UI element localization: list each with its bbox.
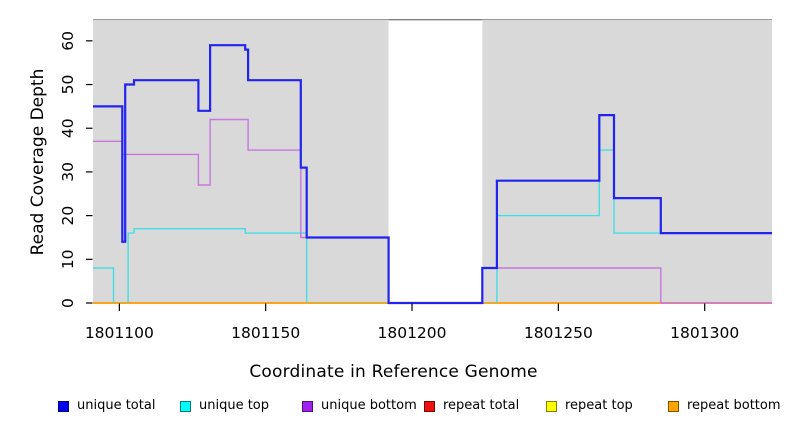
legend-item-repeat-bottom: repeat bottom	[668, 398, 781, 414]
legend-item-repeat-top: repeat top	[546, 398, 633, 414]
x-tick-label: 1801250	[524, 324, 593, 342]
legend-swatch-repeat-top-icon	[546, 400, 557, 412]
legend-label: unique total	[77, 398, 156, 413]
legend-swatch-repeat-total-icon	[424, 400, 435, 412]
plot-background-left	[93, 19, 389, 303]
legend-label: repeat bottom	[687, 398, 781, 413]
legend: unique total unique top unique bottom repea…	[0, 398, 792, 418]
y-tick-label: 20	[59, 206, 77, 226]
series-line-unique-total	[93, 44, 772, 305]
series-line-unique-bottom	[93, 118, 772, 304]
legend-label: repeat total	[443, 398, 520, 413]
x-tick-label: 1801100	[85, 324, 154, 342]
legend-item-unique-bottom: unique bottom	[302, 398, 417, 414]
legend-item-unique-top: unique top	[180, 398, 269, 414]
highlight-band	[388, 20, 483, 303]
legend-item-repeat-total: repeat total	[424, 398, 519, 414]
legend-label: unique bottom	[321, 398, 417, 413]
legend-swatch-unique-top-icon	[180, 400, 191, 412]
legend-item-unique-total: unique total	[58, 398, 155, 414]
y-tick-label: 60	[59, 31, 77, 51]
y-tick-label: 40	[59, 118, 77, 138]
legend-label: unique top	[199, 398, 270, 413]
y-tick-label: 50	[59, 75, 77, 95]
plot-background-right	[482, 19, 772, 303]
x-axis-title-text: Coordinate in Reference Genome	[249, 362, 538, 382]
y-tick-label: 10	[59, 249, 77, 269]
legend-label: repeat top	[565, 398, 633, 413]
legend-swatch-unique-total-icon	[58, 400, 69, 412]
x-axis-title: Coordinate in Reference Genome	[0, 362, 792, 382]
y-tick-label: 0	[59, 298, 77, 308]
coverage-chart: 1801100 1801150 1801200 1801250 1801300 0 10 20…	[59, 19, 772, 342]
legend-swatch-repeat-bottom-icon	[668, 400, 679, 412]
x-tick-label: 1801150	[231, 324, 300, 342]
y-tick-label: 30	[59, 162, 77, 182]
legend-swatch-unique-bottom-icon	[302, 400, 313, 412]
x-tick-label: 1801300	[670, 324, 739, 342]
x-tick-label: 1801200	[377, 324, 446, 342]
y-axis-title: Read Coverage Depth	[28, 68, 48, 256]
